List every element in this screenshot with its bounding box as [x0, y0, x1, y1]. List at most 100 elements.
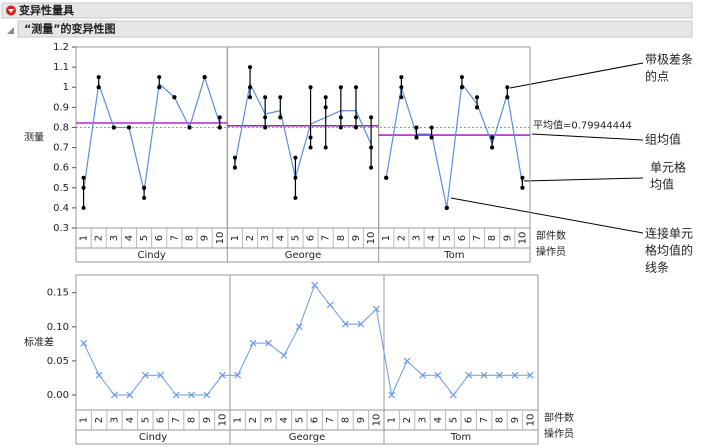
std-marker: [526, 371, 534, 379]
x-tick-label: 9: [356, 417, 367, 423]
std-marker: [295, 323, 303, 331]
y-tick-label: 1.1: [53, 62, 69, 73]
x-tick-label: 4: [125, 417, 136, 423]
x-tick-label: 8: [495, 417, 506, 423]
std-marker: [280, 352, 288, 359]
y-tick-label: 0.6: [53, 163, 69, 174]
annotation-pointer: [523, 177, 644, 182]
panel-frame: [75, 274, 231, 411]
x-axis-label: 操作员: [544, 427, 574, 440]
x-tick-label: 2: [94, 417, 105, 423]
x-tick-label: 2: [245, 235, 256, 241]
cell-mean-line: [82, 75, 221, 192]
x-tick-label: 1: [79, 417, 90, 423]
x-tick-label: 5: [140, 417, 151, 423]
std-marker: [95, 371, 103, 379]
measurement-point: [353, 85, 358, 90]
panel-frame: [383, 274, 539, 411]
x-tick-label: 7: [479, 417, 490, 423]
measurement-point: [142, 195, 147, 200]
std-marker: [141, 371, 149, 379]
measurement-point: [323, 145, 328, 150]
y-tick-label: 0.00: [47, 390, 69, 401]
annotation-pointer: [509, 62, 644, 89]
x-tick-label: 10: [215, 232, 226, 245]
measurement-point: [353, 115, 358, 120]
measurement-point: [187, 125, 192, 130]
std-marker: [172, 391, 180, 399]
measurement-point: [248, 65, 253, 70]
annotation: 连接单元: [645, 226, 693, 241]
x-tick-label: 8: [341, 417, 352, 423]
measurement-point: [369, 165, 374, 170]
annotation: 单元格: [650, 160, 686, 175]
x-tick-label: 8: [487, 235, 498, 241]
grand-mean-label: 平均值=0.79944444: [533, 119, 632, 132]
x-tick-label: 10: [217, 414, 228, 427]
subheader-bar: [17, 20, 693, 38]
x-tick-label: 7: [472, 235, 483, 241]
measurement-point: [172, 95, 177, 100]
annotation: 的点: [645, 69, 669, 84]
x-tick-label: 8: [336, 235, 347, 241]
measurement-point: [217, 125, 222, 130]
x-axis-label: 操作员: [536, 245, 566, 258]
x-tick-label: 6: [464, 417, 475, 423]
x-tick-label: 5: [448, 417, 459, 423]
y-tick-label: 0.10: [47, 322, 69, 333]
measurement-point: [353, 125, 358, 130]
x-tick-label: 2: [396, 235, 407, 241]
x-tick-label: 4: [124, 235, 135, 241]
std-marker: [388, 391, 396, 399]
y-tick-label: 1: [63, 82, 69, 93]
std-marker: [126, 391, 134, 399]
measurement-point: [202, 75, 207, 80]
x-tick-label: 1: [230, 235, 241, 241]
measurement-point: [323, 105, 328, 110]
measurement-point: [263, 95, 268, 100]
measurement-point: [459, 85, 464, 90]
x-axis-label: 部件数: [544, 411, 574, 424]
y-tick-label: 0.15: [47, 288, 69, 299]
x-tick-label: 1: [381, 235, 392, 241]
panel-frame: [378, 46, 531, 229]
group-label: Cindy: [139, 432, 167, 443]
measurement-point: [81, 175, 86, 180]
measurement-point: [338, 125, 343, 130]
disclosure-icon[interactable]: [7, 27, 14, 34]
std-marker: [157, 371, 165, 379]
std-marker: [403, 357, 411, 365]
std-marker: [249, 339, 257, 347]
x-tick-label: 10: [517, 232, 528, 245]
x-tick-label: 9: [351, 235, 362, 241]
measurement-point: [111, 125, 116, 130]
x-tick-label: 3: [260, 235, 271, 241]
measurement-point: [293, 155, 298, 160]
x-tick-label: 5: [290, 235, 301, 241]
measurement-point: [278, 115, 283, 120]
measurement-point: [338, 85, 343, 90]
x-tick-label: 6: [154, 235, 165, 241]
std-marker: [357, 320, 365, 328]
std-marker: [234, 371, 242, 379]
x-tick-label: 1: [79, 235, 90, 241]
std-marker: [265, 339, 272, 347]
measurement-point: [475, 95, 480, 100]
x-tick-label: 10: [366, 232, 377, 245]
x-tick-label: 4: [275, 235, 286, 241]
y-tick-label: 0.4: [53, 203, 69, 214]
y-tick-label: 0.3: [53, 223, 69, 234]
measurement-point: [126, 125, 131, 130]
annotation: 均值: [650, 177, 674, 192]
measurement-point: [369, 145, 374, 150]
std-marker: [311, 281, 319, 289]
x-tick-label: 6: [457, 235, 468, 241]
x-tick-label: 5: [139, 235, 150, 241]
measurement-point: [308, 135, 313, 140]
annotation: 带极差条: [645, 53, 693, 67]
y-tick-label: 0.5: [53, 183, 69, 194]
measurement-point: [293, 175, 298, 180]
measurement-point: [459, 75, 464, 80]
std-marker: [449, 391, 457, 399]
y-tick-label: 0.7: [53, 143, 69, 154]
